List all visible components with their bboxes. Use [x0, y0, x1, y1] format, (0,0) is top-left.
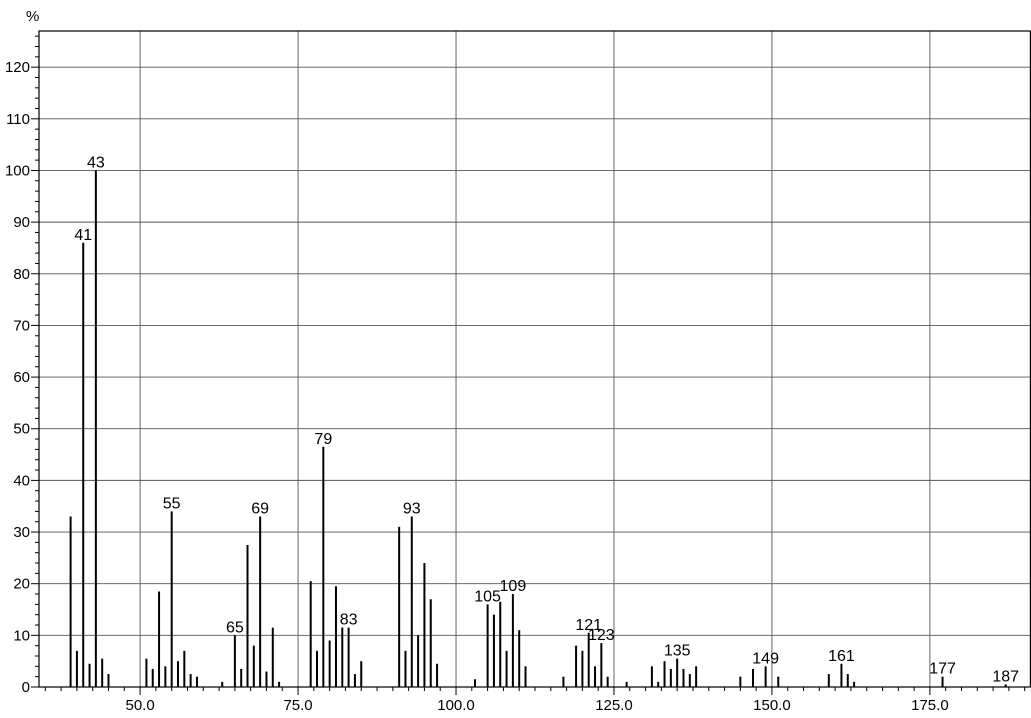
peak-label: 135 — [664, 643, 691, 660]
y-tick-label: 50 — [13, 421, 30, 438]
peak-label: 83 — [340, 612, 358, 629]
peak-label: 187 — [992, 668, 1019, 685]
y-tick-label: 110 — [6, 111, 30, 128]
peak-label: 93 — [403, 501, 421, 518]
y-tick-label: 30 — [13, 524, 30, 541]
plot-frame — [38, 30, 1031, 688]
x-tick-label: 150.0 — [753, 697, 791, 714]
x-tick-label: 175.0 — [911, 697, 949, 714]
peak-label: 149 — [752, 650, 779, 667]
y-tick-label: 60 — [13, 369, 30, 386]
peak-label: 79 — [314, 431, 332, 448]
peak-label: 123 — [588, 627, 615, 644]
y-tick-label: 120 — [5, 59, 30, 76]
y-tick-label: 70 — [13, 317, 30, 334]
peak-label: 43 — [87, 154, 105, 171]
peak-label: 109 — [500, 578, 527, 595]
peak-label: 69 — [251, 501, 269, 518]
y-tick-label: 20 — [13, 576, 30, 593]
y-tick-label: 90 — [13, 214, 30, 231]
x-tick-label: 100.0 — [437, 697, 475, 714]
y-tick-label: 0 — [22, 679, 30, 696]
peak-label: 121 — [575, 617, 602, 634]
y-tick-label: 80 — [13, 266, 30, 283]
y-tick-label: 40 — [13, 472, 30, 489]
peak-bars — [69, 170, 1007, 687]
x-axis-tick-labels: 50.0 75.0 100.0 125.0 150.0 175.0 — [125, 697, 948, 714]
y-tick-label: 10 — [13, 627, 30, 644]
peak-label: 65 — [226, 619, 244, 636]
peak-label: 105 — [474, 588, 501, 605]
peak-label: 55 — [163, 495, 181, 512]
y-axis-tick-labels: 0 10 20 30 40 50 60 70 80 90 100 110 120 — [5, 59, 30, 696]
peak-label: 177 — [929, 661, 956, 678]
x-tick-label: 50.0 — [125, 697, 154, 714]
y-axis-minor-ticks — [31, 35, 1026, 695]
x-tick-label: 75.0 — [283, 697, 312, 714]
y-tick-label: 100 — [5, 162, 30, 179]
grid-lines — [39, 31, 1031, 687]
x-tick-label: 125.0 — [595, 697, 633, 714]
peak-label: 161 — [828, 648, 855, 665]
peak-label: 41 — [74, 227, 92, 244]
y-axis-label: % — [26, 8, 39, 25]
